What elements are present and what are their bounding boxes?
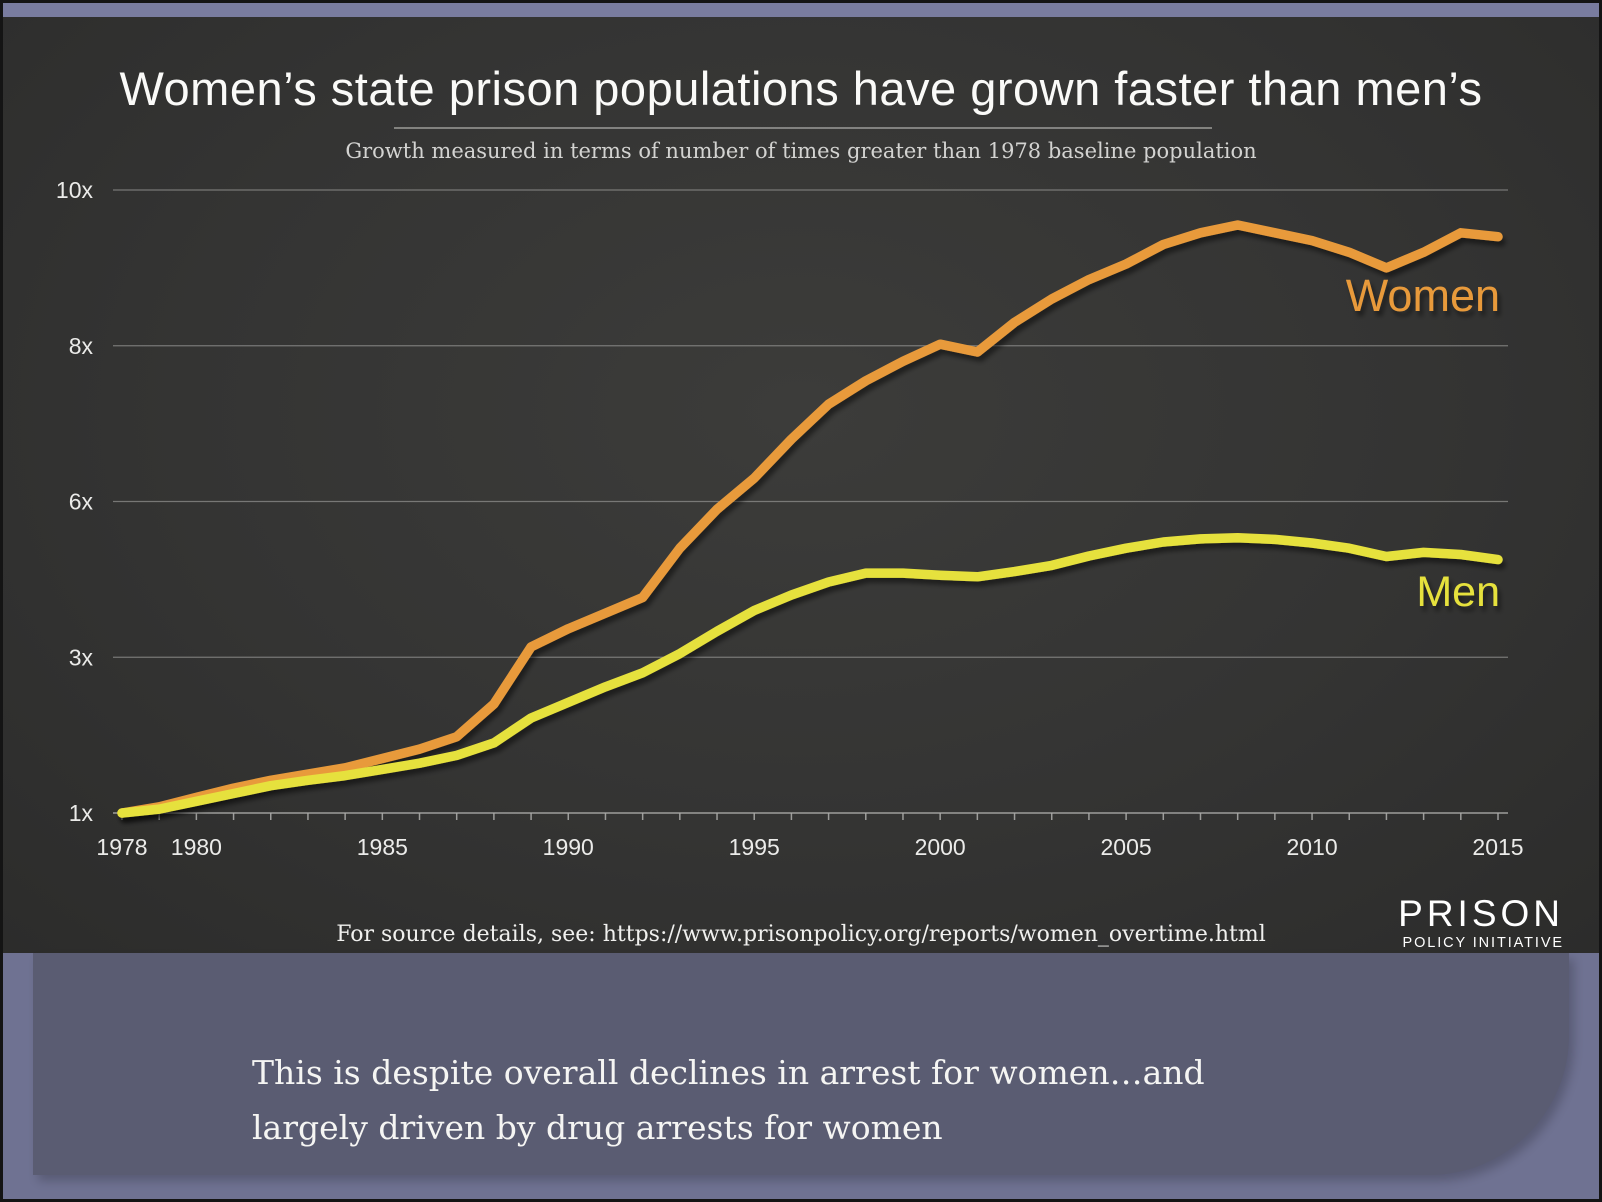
logo-policy-initiative-text: POLICY INITIATIVE xyxy=(1402,935,1564,951)
logo-prison-text: PRISON xyxy=(1398,893,1564,934)
slide-inner-panel xyxy=(33,953,1569,1175)
source-note: For source details, see: https://www.pri… xyxy=(336,922,1266,947)
chart-title: Women’s state prison populations have gr… xyxy=(119,62,1483,115)
slide-caption: This is despite overall declines in arre… xyxy=(252,1045,1205,1155)
prison-policy-initiative-logo: PRISON POLICY INITIATIVE xyxy=(1398,895,1564,951)
top-accent-bar xyxy=(3,3,1599,17)
slide-background xyxy=(3,953,1599,1199)
chart-subtitle: Growth measured in terms of number of ti… xyxy=(345,139,1257,163)
title-divider xyxy=(394,127,1212,129)
caption-line-2: largely driven by drug arrests for women xyxy=(252,1108,943,1147)
chart-panel: Women’s state prison populations have gr… xyxy=(3,17,1599,953)
caption-line-1: This is despite overall declines in arre… xyxy=(252,1053,1205,1092)
